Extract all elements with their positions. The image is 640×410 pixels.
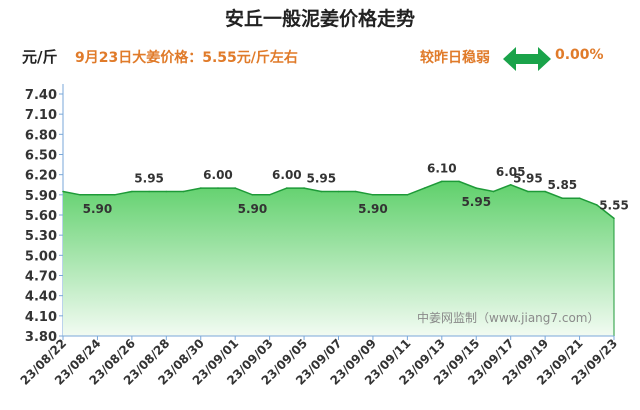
- data-point: [578, 197, 581, 199]
- data-point: [234, 187, 236, 189]
- y-tick-label: 4.70: [25, 270, 57, 285]
- data-point: [544, 190, 546, 193]
- data-label: 6.05: [496, 165, 526, 179]
- data-point: [441, 180, 443, 183]
- data-point: [303, 187, 305, 189]
- y-tick-label: 6.80: [25, 128, 57, 143]
- y-tick-label: 5.60: [25, 209, 57, 224]
- y-tick-label: 6.20: [25, 169, 57, 184]
- y-tick-label: 5.30: [25, 229, 57, 244]
- data-point: [423, 187, 426, 189]
- data-point: [389, 194, 392, 196]
- data-label: 5.95: [513, 171, 543, 185]
- area-fill: [63, 181, 614, 336]
- data-point: [320, 190, 323, 193]
- data-point: [62, 190, 64, 193]
- data-label: 5.95: [461, 195, 491, 209]
- price-note: 9月23日大姜价格：5.55元/斤左右: [75, 50, 298, 66]
- data-label: 5.95: [306, 171, 336, 185]
- y-tick-label: 7.40: [25, 88, 57, 103]
- data-point: [217, 187, 219, 189]
- data-point: [596, 204, 598, 206]
- data-label: 5.90: [83, 202, 113, 216]
- watermark: 中姜网监制（www.jiang7.com）: [417, 310, 599, 325]
- data-point: [372, 194, 374, 196]
- data-label: 6.00: [203, 168, 233, 182]
- data-labels: 5.905.95 6.005.906.00 5.955.906.105.956.05…: [83, 161, 629, 215]
- y-tick-label: 5.90: [25, 189, 57, 204]
- data-point: [475, 187, 478, 189]
- data-point: [458, 180, 460, 183]
- data-point: [182, 190, 185, 193]
- price-area: [62, 180, 615, 336]
- data-label: 5.95: [134, 171, 164, 185]
- data-point: [165, 190, 168, 193]
- y-tick-label: 4.40: [25, 290, 57, 305]
- trend-label: 较昨日稳弱: [420, 50, 490, 66]
- data-label: 5.55: [599, 198, 629, 212]
- data-point: [251, 194, 254, 196]
- data-point: [148, 190, 150, 193]
- data-point: [79, 194, 81, 196]
- data-label: 6.00: [272, 168, 302, 182]
- data-point: [268, 194, 271, 196]
- y-tick-label: 6.50: [25, 149, 57, 164]
- y-tick-label: 4.10: [25, 310, 57, 325]
- data-point: [131, 190, 133, 193]
- y-axis: 7.40 7.10 6.80 6.50 6.20 5.90 5.60 5.30 5.00 4.70…: [25, 84, 64, 345]
- data-point: [492, 190, 495, 193]
- x-axis: 23/08/2223/08/2423/08/2623/08/2823/08/30…: [18, 335, 620, 388]
- data-point: [286, 187, 288, 189]
- trend-percent: 0.00%: [555, 47, 604, 63]
- data-point: [527, 190, 529, 193]
- data-label: 5.90: [238, 202, 268, 216]
- data-point: [509, 184, 512, 186]
- data-label: 6.10: [427, 161, 457, 175]
- data-point: [337, 190, 340, 193]
- data-point: [406, 194, 409, 196]
- y-tick-label: 7.10: [25, 108, 57, 123]
- data-point: [96, 194, 99, 196]
- data-point: [113, 194, 116, 196]
- unit-label: 元/斤: [22, 48, 58, 66]
- y-tick-label: 5.00: [25, 249, 57, 264]
- y-tick-label: 3.80: [25, 330, 57, 345]
- double-arrow-icon: [503, 47, 551, 71]
- data-point: [613, 217, 615, 220]
- data-label: 5.85: [548, 178, 578, 192]
- data-point: [561, 197, 564, 199]
- data-point: [200, 187, 202, 189]
- data-point: [354, 190, 357, 193]
- data-label: 5.90: [358, 202, 388, 216]
- chart-title: 安丘一般泥姜价格走势: [224, 8, 415, 30]
